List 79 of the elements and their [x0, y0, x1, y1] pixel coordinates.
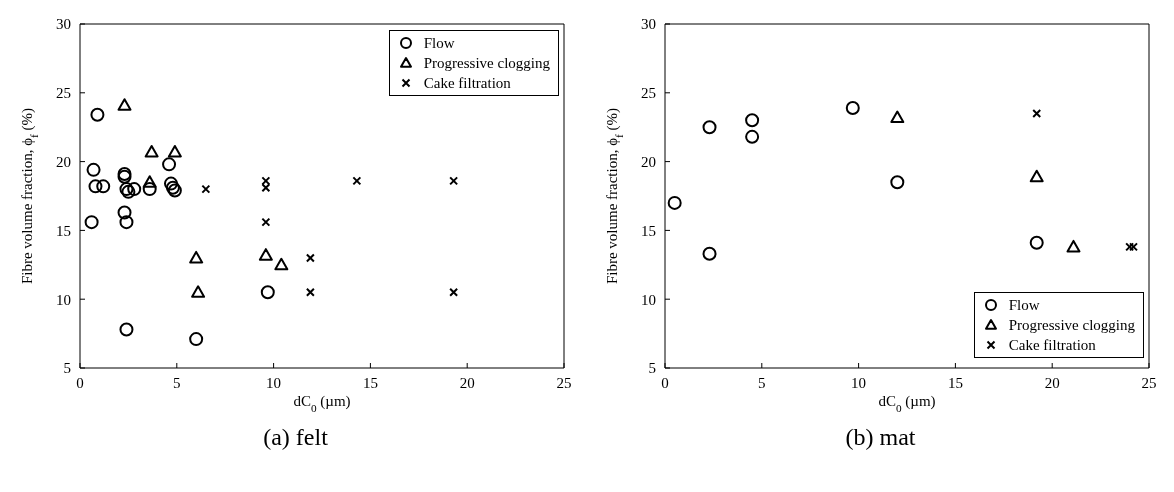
point — [890, 175, 905, 190]
y-tick-label: 5 — [648, 360, 656, 377]
point — [745, 113, 760, 128]
point — [142, 182, 157, 197]
point — [1125, 242, 1135, 252]
point — [1066, 239, 1081, 253]
x-tick-label: 10 — [851, 374, 867, 391]
point — [261, 183, 271, 193]
point — [258, 248, 273, 261]
legend-label: Cake filtration — [423, 74, 511, 93]
y-tick-label: 25 — [56, 85, 71, 102]
point — [702, 246, 717, 261]
y-tick-label: 20 — [641, 153, 656, 170]
y-tick-label: 30 — [641, 16, 656, 33]
y-tick-label: 15 — [641, 222, 656, 239]
x-tick-label: 25 — [556, 374, 572, 391]
point — [119, 215, 134, 230]
point — [84, 215, 99, 230]
point — [142, 175, 157, 188]
point — [1129, 242, 1139, 252]
point — [144, 144, 159, 158]
point — [127, 182, 142, 197]
x-tick-label: 5 — [173, 374, 181, 391]
point — [745, 129, 760, 144]
x-axis-title: dC$_{0}$ (µm) — [878, 393, 936, 414]
point — [274, 257, 289, 271]
point — [90, 107, 105, 122]
legend-label: Flow — [423, 34, 455, 53]
point — [845, 100, 860, 115]
x-tick-label: 20 — [1044, 374, 1060, 391]
legend-label: Flow — [1008, 296, 1040, 315]
x-tick-label: 25 — [1141, 374, 1157, 391]
point — [1029, 169, 1044, 183]
legend-label: Cake filtration — [1008, 336, 1096, 355]
point — [162, 157, 177, 172]
point — [261, 217, 271, 227]
point — [449, 176, 459, 186]
y-tick-label: 10 — [641, 291, 656, 308]
x-tick-label: 20 — [459, 374, 475, 391]
point — [261, 176, 271, 186]
legend-label: Progressive clogging — [423, 54, 550, 73]
x-tick-label: 0 — [76, 374, 84, 391]
x-tick-label: 15 — [362, 374, 378, 391]
y-tick-label: 30 — [56, 16, 71, 33]
x-tick-label: 10 — [266, 374, 282, 391]
point — [189, 250, 204, 264]
point — [117, 98, 132, 111]
point — [201, 184, 211, 194]
point — [1029, 235, 1044, 250]
point — [890, 110, 905, 124]
point — [702, 120, 717, 135]
y-tick-label: 20 — [56, 153, 71, 170]
y-tick-label: 15 — [56, 222, 71, 239]
y-tick-label: 5 — [63, 360, 71, 377]
legend-label: Progressive clogging — [1008, 316, 1135, 335]
point — [305, 253, 315, 263]
y-tick-label: 10 — [56, 291, 71, 308]
y-tick-label: 25 — [641, 85, 656, 102]
x-tick-label: 5 — [758, 374, 766, 391]
point — [86, 162, 101, 177]
point — [449, 287, 459, 297]
point — [96, 179, 111, 194]
point — [189, 332, 204, 347]
x-tick-label: 0 — [661, 374, 669, 391]
point — [305, 287, 315, 297]
point — [260, 285, 275, 300]
text: (a) felt — [262, 424, 329, 451]
point — [167, 144, 182, 158]
x-tick-label: 15 — [947, 374, 963, 391]
point — [119, 322, 134, 337]
point — [667, 195, 682, 210]
point — [163, 176, 178, 191]
point — [191, 285, 206, 298]
point — [352, 176, 362, 186]
point — [88, 179, 103, 194]
x-axis-title: dC$_{0}$ (µm) — [293, 393, 351, 414]
point — [1032, 108, 1042, 118]
point — [117, 205, 132, 220]
text: (b) mat — [844, 424, 917, 451]
